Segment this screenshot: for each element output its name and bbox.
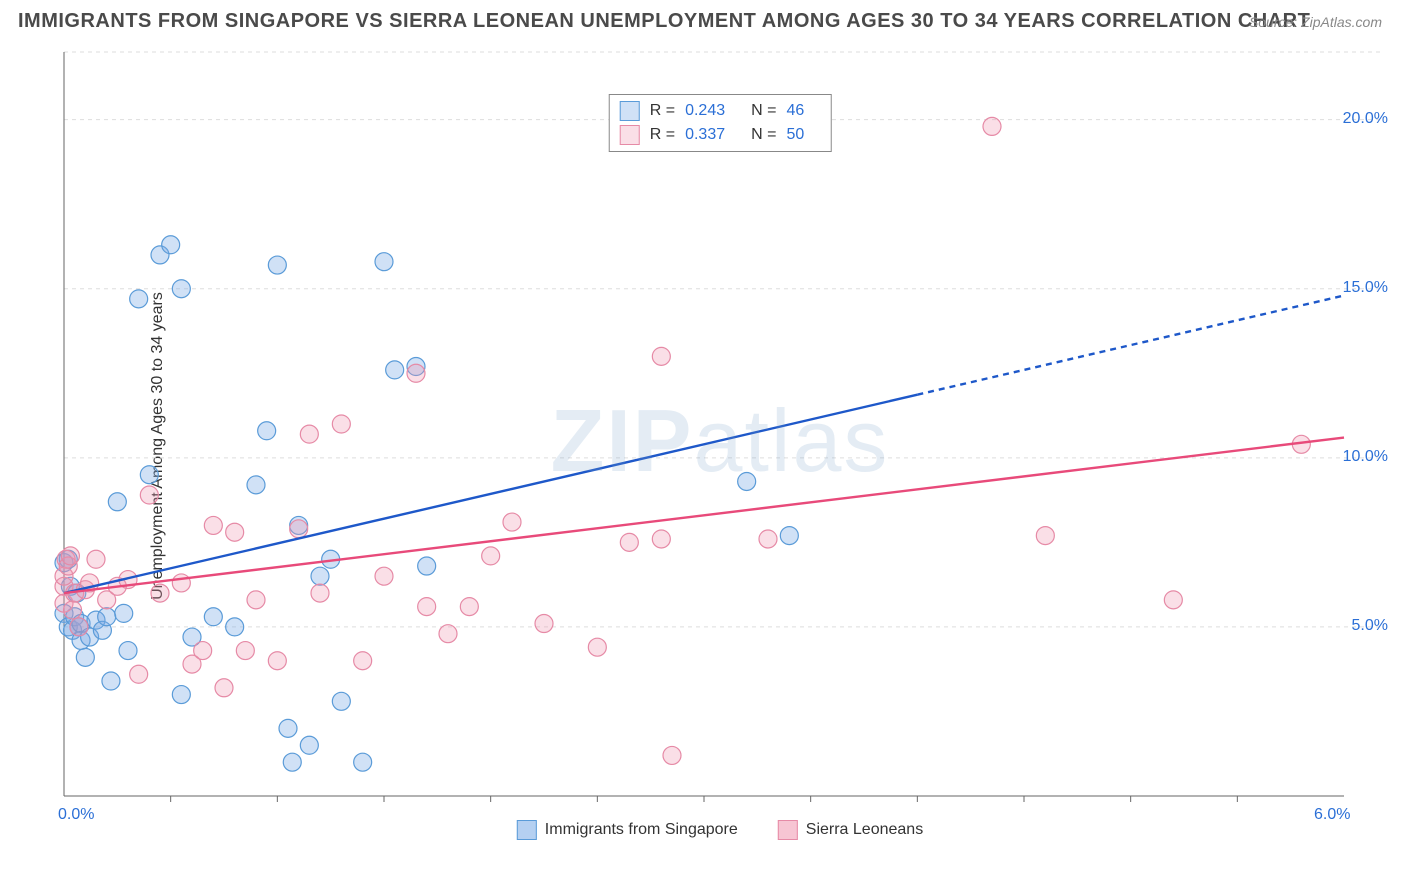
legend-r-value-1: 0.337 bbox=[685, 126, 725, 144]
legend-n-label-0: N = bbox=[751, 102, 776, 120]
legend-item-1: Sierra Leoneans bbox=[778, 820, 923, 840]
legend-swatch-1 bbox=[620, 125, 640, 145]
legend-bottom-label-1: Sierra Leoneans bbox=[806, 821, 923, 839]
chart-area: ZIPatlas R = 0.243 N = 46 R = 0.337 N = … bbox=[50, 46, 1390, 846]
legend-n-value-0: 46 bbox=[786, 102, 804, 120]
legend-row-series-1: R = 0.337 N = 50 bbox=[620, 123, 821, 147]
legend-bottom-swatch-1 bbox=[778, 820, 798, 840]
x-tick-label: 0.0% bbox=[58, 806, 94, 824]
legend-row-series-0: R = 0.243 N = 46 bbox=[620, 99, 821, 123]
legend-bottom-swatch-0 bbox=[517, 820, 537, 840]
legend-swatch-0 bbox=[620, 101, 640, 121]
legend-r-value-0: 0.243 bbox=[685, 102, 725, 120]
y-tick-label: 15.0% bbox=[1343, 279, 1388, 297]
y-tick-label: 10.0% bbox=[1343, 448, 1388, 466]
legend-r-label-0: R = bbox=[650, 102, 675, 120]
scatter-chart-svg bbox=[50, 46, 1390, 846]
y-tick-label: 20.0% bbox=[1343, 110, 1388, 128]
legend-bottom-label-0: Immigrants from Singapore bbox=[545, 821, 738, 839]
legend-n-value-1: 50 bbox=[786, 126, 804, 144]
source-attribution: Source: ZipAtlas.com bbox=[1249, 14, 1382, 30]
legend-item-0: Immigrants from Singapore bbox=[517, 820, 738, 840]
chart-title: IMMIGRANTS FROM SINGAPORE VS SIERRA LEON… bbox=[18, 10, 1310, 33]
legend-n-label-1: N = bbox=[751, 126, 776, 144]
x-tick-label: 6.0% bbox=[1314, 806, 1350, 824]
series-legend: Immigrants from Singapore Sierra Leonean… bbox=[517, 820, 923, 840]
correlation-legend: R = 0.243 N = 46 R = 0.337 N = 50 bbox=[609, 94, 832, 152]
legend-r-label-1: R = bbox=[650, 126, 675, 144]
y-tick-label: 5.0% bbox=[1352, 617, 1388, 635]
